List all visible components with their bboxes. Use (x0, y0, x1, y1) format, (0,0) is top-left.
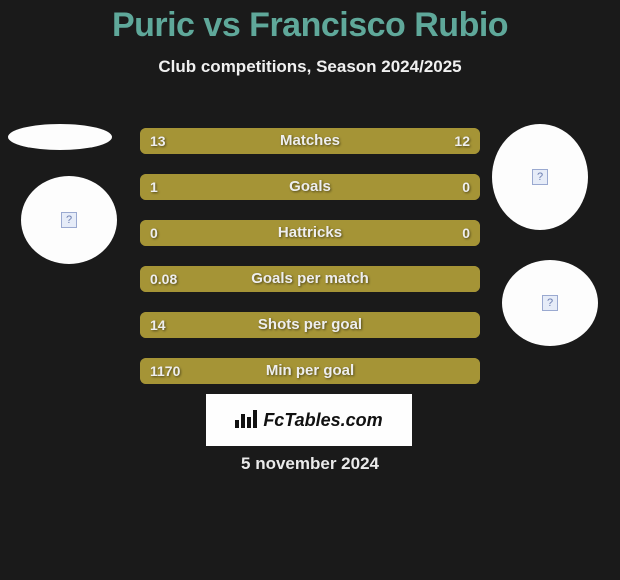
stat-label: Matches (140, 128, 480, 154)
stat-right-value: 0 (462, 174, 470, 200)
stat-row: 1170Min per goal (140, 358, 480, 384)
date-label: 5 november 2024 (0, 454, 620, 474)
page-subtitle: Club competitions, Season 2024/2025 (0, 57, 620, 77)
placeholder-icon: ? (61, 212, 77, 228)
brand-box: FcTables.com (206, 394, 412, 446)
stat-label: Shots per goal (140, 312, 480, 338)
placeholder-icon: ? (542, 295, 558, 311)
player-left-avatar: ? (21, 176, 117, 264)
stat-row: 0.08Goals per match (140, 266, 480, 292)
decor-ellipse (8, 124, 112, 150)
stats-chart: 13Matches121Goals00Hattricks00.08Goals p… (140, 128, 480, 404)
bar-chart-icon (235, 408, 257, 433)
stat-label: Hattricks (140, 220, 480, 246)
stat-row: 1Goals0 (140, 174, 480, 200)
player-right-avatar: ? (492, 124, 588, 230)
stat-label: Min per goal (140, 358, 480, 384)
stat-right-value: 0 (462, 220, 470, 246)
player-right-club-avatar: ? (502, 260, 598, 346)
stat-row: 0Hattricks0 (140, 220, 480, 246)
stat-label: Goals (140, 174, 480, 200)
brand-label: FcTables.com (263, 410, 382, 431)
page-title: Puric vs Francisco Rubio (0, 0, 620, 45)
stat-row: 14Shots per goal (140, 312, 480, 338)
stat-row: 13Matches12 (140, 128, 480, 154)
stat-right-value: 12 (454, 128, 470, 154)
placeholder-icon: ? (532, 169, 548, 185)
stat-label: Goals per match (140, 266, 480, 292)
